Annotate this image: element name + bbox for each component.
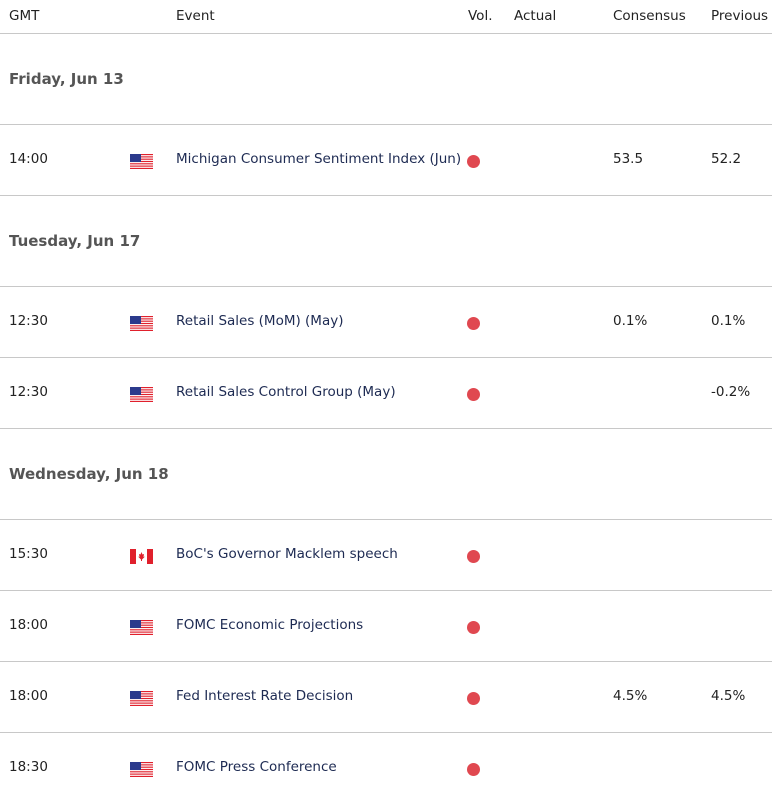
us-flag-icon (130, 387, 153, 402)
date-section-header: Wednesday, Jun 18 (0, 429, 772, 520)
header-gmt[interactable]: GMT (9, 8, 40, 24)
event-name[interactable]: Fed Interest Rate Decision (176, 688, 354, 704)
event-time: 12:30 (9, 384, 48, 400)
date-section-header: Friday, Jun 13 (0, 34, 772, 125)
event-row[interactable]: 14:00 Michigan Consumer Sentiment Index (… (0, 125, 772, 196)
header-event[interactable]: Event (176, 8, 215, 24)
event-previous: -0.2% (711, 384, 751, 400)
header-vol[interactable]: Vol. (468, 8, 493, 24)
event-name[interactable]: FOMC Economic Projections (176, 617, 364, 633)
ca-flag-icon (130, 549, 153, 564)
event-time: 14:00 (9, 151, 48, 167)
event-time: 18:30 (9, 759, 48, 775)
event-row[interactable]: 18:00 Fed Interest Rate Decision 4.5% 4.5% (0, 662, 772, 733)
event-name[interactable]: BoC's Governor Macklem speech (176, 546, 398, 562)
volatility-high-icon (467, 692, 480, 705)
event-time: 15:30 (9, 546, 48, 562)
event-name[interactable]: Michigan Consumer Sentiment Index (Jun) (176, 151, 462, 167)
event-name[interactable]: FOMC Press Conference (176, 759, 337, 775)
header-previous[interactable]: Previous (711, 8, 769, 24)
event-consensus: 4.5% (613, 688, 648, 704)
volatility-high-icon (467, 550, 480, 563)
date-label: Tuesday, Jun 17 (9, 232, 141, 250)
header-actual[interactable]: Actual (514, 8, 557, 24)
event-consensus: 0.1% (613, 313, 648, 329)
calendar-body: Friday, Jun 13 14:00 Michigan Consumer Sen… (0, 34, 772, 786)
event-time: 12:30 (9, 313, 48, 329)
us-flag-icon (130, 762, 153, 777)
event-previous: 52.2 (711, 151, 742, 167)
event-time: 18:00 (9, 617, 48, 633)
volatility-high-icon (467, 317, 480, 330)
table-header: GMT Event Vol. Actual Consensus Previous (0, 0, 772, 34)
event-time: 18:00 (9, 688, 48, 704)
us-flag-icon (130, 316, 153, 331)
event-name[interactable]: Retail Sales (MoM) (May) (176, 313, 344, 329)
event-name[interactable]: Retail Sales Control Group (May) (176, 384, 396, 400)
us-flag-icon (130, 691, 153, 706)
event-consensus: 53.5 (613, 151, 644, 167)
us-flag-icon (130, 154, 153, 169)
event-row[interactable]: 12:30 Retail Sales Control Group (May) -0.… (0, 358, 772, 429)
event-previous: 4.5% (711, 688, 746, 704)
event-row[interactable]: 12:30 Retail Sales (MoM) (May) 0.1% 0.1% (0, 287, 772, 358)
us-flag-icon (130, 620, 153, 635)
event-row[interactable]: 18:30 FOMC Press Conference (0, 733, 772, 786)
event-row[interactable]: 15:30 BoC's Governor Macklem speech (0, 520, 772, 591)
volatility-high-icon (467, 388, 480, 401)
date-label: Wednesday, Jun 18 (9, 465, 169, 483)
volatility-high-icon (467, 155, 480, 168)
volatility-high-icon (467, 763, 480, 776)
event-row[interactable]: 18:00 FOMC Economic Projections (0, 591, 772, 662)
date-label: Friday, Jun 13 (9, 70, 124, 88)
date-section-header: Tuesday, Jun 17 (0, 196, 772, 287)
header-consensus[interactable]: Consensus (613, 8, 686, 24)
event-previous: 0.1% (711, 313, 746, 329)
volatility-high-icon (467, 621, 480, 634)
